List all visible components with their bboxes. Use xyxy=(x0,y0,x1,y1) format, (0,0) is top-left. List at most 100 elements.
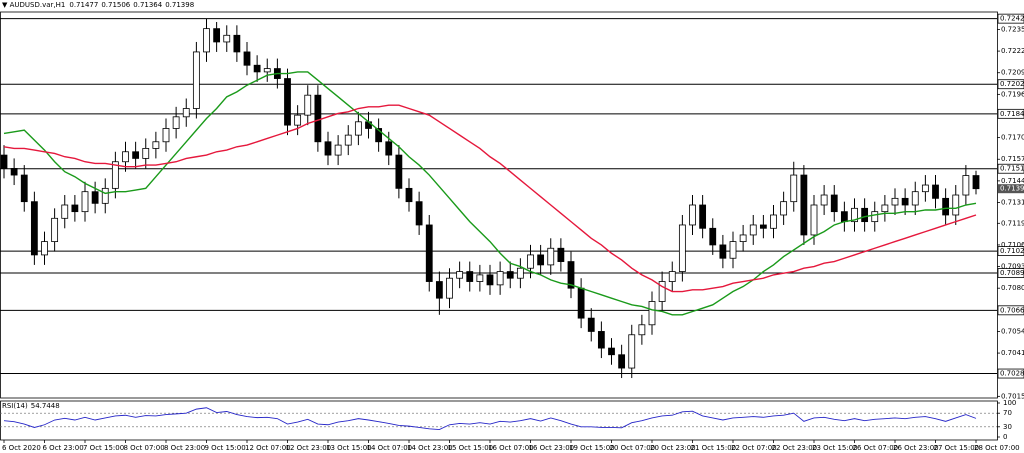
x-tick-label: 20 Oct 07:00 xyxy=(610,444,656,452)
y-tick-label: 0.71315 xyxy=(1001,199,1024,207)
x-tick-label: 8 Oct 23:00 xyxy=(164,444,205,452)
level-label: 0.71518 xyxy=(1000,165,1024,173)
candle-body xyxy=(759,224,767,229)
candle-body xyxy=(71,204,79,213)
candle-body xyxy=(911,191,919,206)
current-price-box xyxy=(998,184,1024,194)
y-tick-label: 0.72355 xyxy=(1001,25,1024,33)
candle-body xyxy=(344,134,352,146)
candle-body xyxy=(537,254,545,266)
candle-body xyxy=(780,201,788,216)
symbol: AUDUSD.var,H1 xyxy=(10,1,66,9)
x-tick-label: 23 Oct 15:00 xyxy=(812,444,858,452)
candle-body xyxy=(81,191,89,213)
candle-body xyxy=(0,154,8,169)
ohlc-open: 0.71477 xyxy=(69,1,98,9)
x-tick-label: 12 Oct 07:00 xyxy=(245,444,291,452)
x-tick-label: 16 Oct 07:00 xyxy=(488,444,534,452)
level-label: 0.70287 xyxy=(1000,370,1024,378)
candle-body xyxy=(415,201,423,226)
y-tick-label: 0.72095 xyxy=(1001,69,1024,77)
candle-body xyxy=(749,224,757,236)
candle-body xyxy=(618,354,626,369)
x-tick-label: 7 Oct 15:00 xyxy=(83,444,124,452)
candle-body xyxy=(375,128,383,143)
rsi-header: RSI(14) 54.7448 xyxy=(2,402,60,410)
candle-body xyxy=(446,277,453,299)
candle-body xyxy=(476,274,484,282)
candle-body xyxy=(719,244,727,259)
y-tick-label: 100 xyxy=(1003,399,1016,407)
candle-body xyxy=(901,197,909,206)
x-tick-label: 6 Oct 23:00 xyxy=(43,444,84,452)
candle-body xyxy=(628,334,636,369)
candle-body xyxy=(851,207,858,223)
candle-body xyxy=(557,247,565,262)
candle-body xyxy=(739,234,747,243)
moving-average xyxy=(3,104,977,293)
candle-body xyxy=(162,128,170,143)
candle-body xyxy=(587,317,595,332)
candle-body xyxy=(425,224,433,282)
level-label-box xyxy=(997,163,1024,174)
x-tick-label: 14 Oct 23:00 xyxy=(407,444,453,452)
candle-body xyxy=(41,241,48,256)
candle-body xyxy=(800,174,808,236)
candle-body xyxy=(466,271,474,282)
candle-body xyxy=(435,281,443,299)
x-tick-label: 8 Oct 07:00 xyxy=(124,444,165,452)
candle-body xyxy=(790,174,798,203)
candle-body xyxy=(304,94,312,116)
level-label: 0.71023 xyxy=(1000,247,1024,255)
candle-body xyxy=(122,151,129,163)
rsi-line xyxy=(3,407,977,430)
candle-body xyxy=(567,261,575,289)
candle-body xyxy=(689,204,696,226)
candle-body xyxy=(284,78,291,126)
y-tick-label: 0 xyxy=(1003,433,1007,441)
candle-body xyxy=(132,151,140,159)
candle-body xyxy=(405,187,413,203)
level-label: 0.71848 xyxy=(1000,110,1024,118)
ohlc-high: 0.71506 xyxy=(101,1,130,9)
candle-body xyxy=(699,204,707,229)
x-tick-label: 13 Oct 15:00 xyxy=(326,444,372,452)
current-price-label: 0.71398 xyxy=(1000,185,1024,193)
ohlc-low: 0.71364 xyxy=(133,1,162,9)
candle-body xyxy=(253,64,261,73)
level-label-box xyxy=(997,108,1024,119)
x-tick-label: 20 Oct 23:00 xyxy=(650,444,696,452)
moving-average xyxy=(3,71,977,316)
candle-body xyxy=(61,204,69,219)
candle-body xyxy=(516,267,524,279)
candle-body xyxy=(861,207,869,223)
candle-body xyxy=(243,51,251,66)
y-tick-label: 0.71705 xyxy=(1001,134,1024,142)
level-label: 0.70667 xyxy=(1000,306,1024,314)
menu-arrow: ▼ xyxy=(2,1,10,9)
level-label-box xyxy=(997,305,1024,316)
candle-body xyxy=(496,271,504,286)
x-tick-label: 9 Oct 15:00 xyxy=(205,444,246,452)
candle-body xyxy=(820,194,828,206)
x-tick-label: 21 Oct 15:00 xyxy=(691,444,737,452)
candle-body xyxy=(203,28,210,53)
candle-body xyxy=(962,175,970,196)
y-tick-label: 0.71965 xyxy=(1001,90,1024,98)
level-label: 0.72026 xyxy=(1000,80,1024,88)
candle-body xyxy=(10,167,18,176)
rsi-panel xyxy=(0,400,998,441)
x-tick-label: 12 Oct 23:00 xyxy=(286,444,332,452)
candle-body xyxy=(101,187,109,204)
ohlc-close: 0.71398 xyxy=(165,1,194,9)
candle-body xyxy=(506,271,514,279)
candle-body xyxy=(972,175,980,190)
level-label-box xyxy=(997,268,1024,278)
y-tick-label: 0.70150 xyxy=(1001,392,1024,400)
